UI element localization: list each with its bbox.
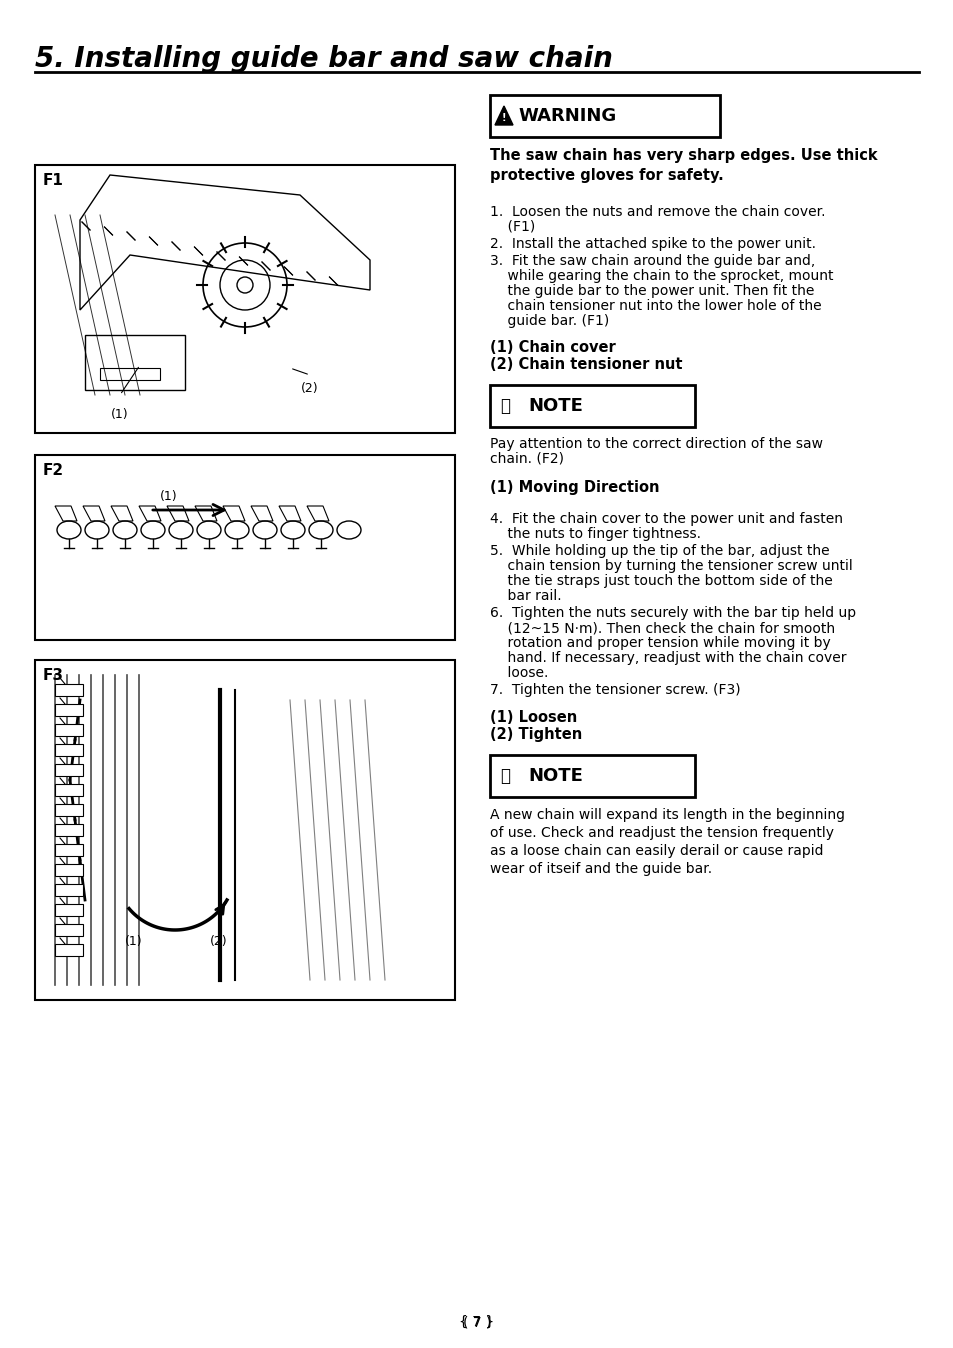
Text: (1) Chain cover: (1) Chain cover bbox=[490, 340, 615, 355]
Text: wear of itseif and the guide bar.: wear of itseif and the guide bar. bbox=[490, 861, 711, 876]
Text: chain. (F2): chain. (F2) bbox=[490, 452, 563, 466]
Text: loose.: loose. bbox=[490, 666, 548, 679]
Bar bbox=[35, 661, 455, 1000]
Text: A new chain will expand its length in the beginning: A new chain will expand its length in th… bbox=[490, 807, 844, 822]
Text: protective gloves for safety.: protective gloves for safety. bbox=[490, 168, 723, 183]
Text: (2): (2) bbox=[301, 381, 318, 395]
Bar bbox=[55, 803, 83, 816]
Text: rotation and proper tension while moving it by: rotation and proper tension while moving… bbox=[490, 636, 830, 650]
Polygon shape bbox=[495, 106, 513, 125]
Text: chain tension by turning the tensioner screw until: chain tension by turning the tensioner s… bbox=[490, 559, 852, 573]
Bar bbox=[55, 884, 83, 896]
Text: chain tensioner nut into the lower hole of the: chain tensioner nut into the lower hole … bbox=[490, 299, 821, 313]
Bar bbox=[55, 683, 83, 696]
Bar bbox=[55, 844, 83, 856]
Text: the guide bar to the power unit. Then fit the: the guide bar to the power unit. Then fi… bbox=[490, 284, 814, 298]
Text: hand. If necessary, readjust with the chain cover: hand. If necessary, readjust with the ch… bbox=[490, 651, 845, 665]
Text: 5. Installing guide bar and saw chain: 5. Installing guide bar and saw chain bbox=[35, 44, 612, 73]
Bar bbox=[55, 704, 83, 716]
Text: F1: F1 bbox=[43, 173, 64, 187]
Text: 5.  While holding up the tip of the bar, adjust the: 5. While holding up the tip of the bar, … bbox=[490, 545, 829, 558]
Text: as a loose chain can easily derail or cause rapid: as a loose chain can easily derail or ca… bbox=[490, 844, 822, 857]
Ellipse shape bbox=[225, 520, 249, 539]
Text: (12~15 N·m). Then check the chain for smooth: (12~15 N·m). Then check the chain for sm… bbox=[490, 621, 834, 635]
Text: The saw chain has very sharp edges. Use thick: The saw chain has very sharp edges. Use … bbox=[490, 148, 877, 163]
Text: (1): (1) bbox=[125, 936, 143, 948]
Bar bbox=[85, 336, 185, 390]
Bar bbox=[55, 944, 83, 956]
Bar bbox=[55, 724, 83, 736]
Ellipse shape bbox=[196, 520, 221, 539]
Text: the nuts to finger tightness.: the nuts to finger tightness. bbox=[490, 527, 700, 541]
Text: (2): (2) bbox=[210, 936, 228, 948]
Bar bbox=[55, 744, 83, 756]
Text: (1): (1) bbox=[112, 408, 129, 421]
Text: !: ! bbox=[501, 113, 506, 123]
Bar bbox=[55, 923, 83, 936]
Ellipse shape bbox=[253, 520, 276, 539]
Text: 6.  Tighten the nuts securely with the bar tip held up: 6. Tighten the nuts securely with the ba… bbox=[490, 607, 855, 620]
Ellipse shape bbox=[112, 520, 137, 539]
Ellipse shape bbox=[57, 520, 81, 539]
Text: (2) Tighten: (2) Tighten bbox=[490, 727, 581, 741]
Ellipse shape bbox=[85, 520, 109, 539]
Ellipse shape bbox=[336, 520, 360, 539]
Text: guide bar. (F1): guide bar. (F1) bbox=[490, 314, 609, 328]
Text: 📖: 📖 bbox=[499, 398, 510, 415]
Bar bbox=[490, 386, 695, 427]
Text: NOTE: NOTE bbox=[527, 767, 582, 785]
Text: F3: F3 bbox=[43, 669, 64, 683]
Ellipse shape bbox=[141, 520, 165, 539]
Text: NOTE: NOTE bbox=[527, 398, 582, 415]
Ellipse shape bbox=[281, 520, 305, 539]
Text: WARNING: WARNING bbox=[517, 106, 616, 125]
Text: while gearing the chain to the sprocket, mount: while gearing the chain to the sprocket,… bbox=[490, 270, 833, 283]
Bar bbox=[55, 764, 83, 776]
Text: ( 7 ): ( 7 ) bbox=[462, 1316, 491, 1329]
Bar bbox=[35, 456, 455, 640]
Text: 3.  Fit the saw chain around the guide bar and,: 3. Fit the saw chain around the guide ba… bbox=[490, 253, 815, 268]
Text: { 7 }: { 7 } bbox=[459, 1316, 494, 1329]
Text: 2.  Install the attached spike to the power unit.: 2. Install the attached spike to the pow… bbox=[490, 237, 815, 251]
Bar bbox=[55, 864, 83, 876]
Bar bbox=[490, 94, 720, 137]
Text: 4.  Fit the chain cover to the power unit and fasten: 4. Fit the chain cover to the power unit… bbox=[490, 512, 842, 526]
Bar bbox=[55, 905, 83, 917]
Text: 📖: 📖 bbox=[499, 767, 510, 785]
Bar bbox=[55, 824, 83, 836]
Text: 7.  Tighten the tensioner screw. (F3): 7. Tighten the tensioner screw. (F3) bbox=[490, 683, 740, 697]
Text: F2: F2 bbox=[43, 462, 64, 479]
Bar bbox=[35, 164, 455, 433]
Bar bbox=[55, 785, 83, 797]
Text: of use. Check and readjust the tension frequently: of use. Check and readjust the tension f… bbox=[490, 826, 833, 840]
Bar bbox=[100, 368, 160, 380]
Text: bar rail.: bar rail. bbox=[490, 589, 561, 603]
Text: (1) Moving Direction: (1) Moving Direction bbox=[490, 480, 659, 495]
Text: (2) Chain tensioner nut: (2) Chain tensioner nut bbox=[490, 357, 681, 372]
Text: (1): (1) bbox=[160, 491, 177, 503]
Ellipse shape bbox=[309, 520, 333, 539]
Text: (1) Loosen: (1) Loosen bbox=[490, 710, 577, 725]
Bar bbox=[490, 755, 695, 797]
Text: (F1): (F1) bbox=[490, 220, 535, 235]
Text: Pay attention to the correct direction of the saw: Pay attention to the correct direction o… bbox=[490, 437, 822, 452]
Text: the tie straps just touch the bottom side of the: the tie straps just touch the bottom sid… bbox=[490, 574, 832, 588]
Text: 1.  Loosen the nuts and remove the chain cover.: 1. Loosen the nuts and remove the chain … bbox=[490, 205, 824, 218]
Ellipse shape bbox=[169, 520, 193, 539]
